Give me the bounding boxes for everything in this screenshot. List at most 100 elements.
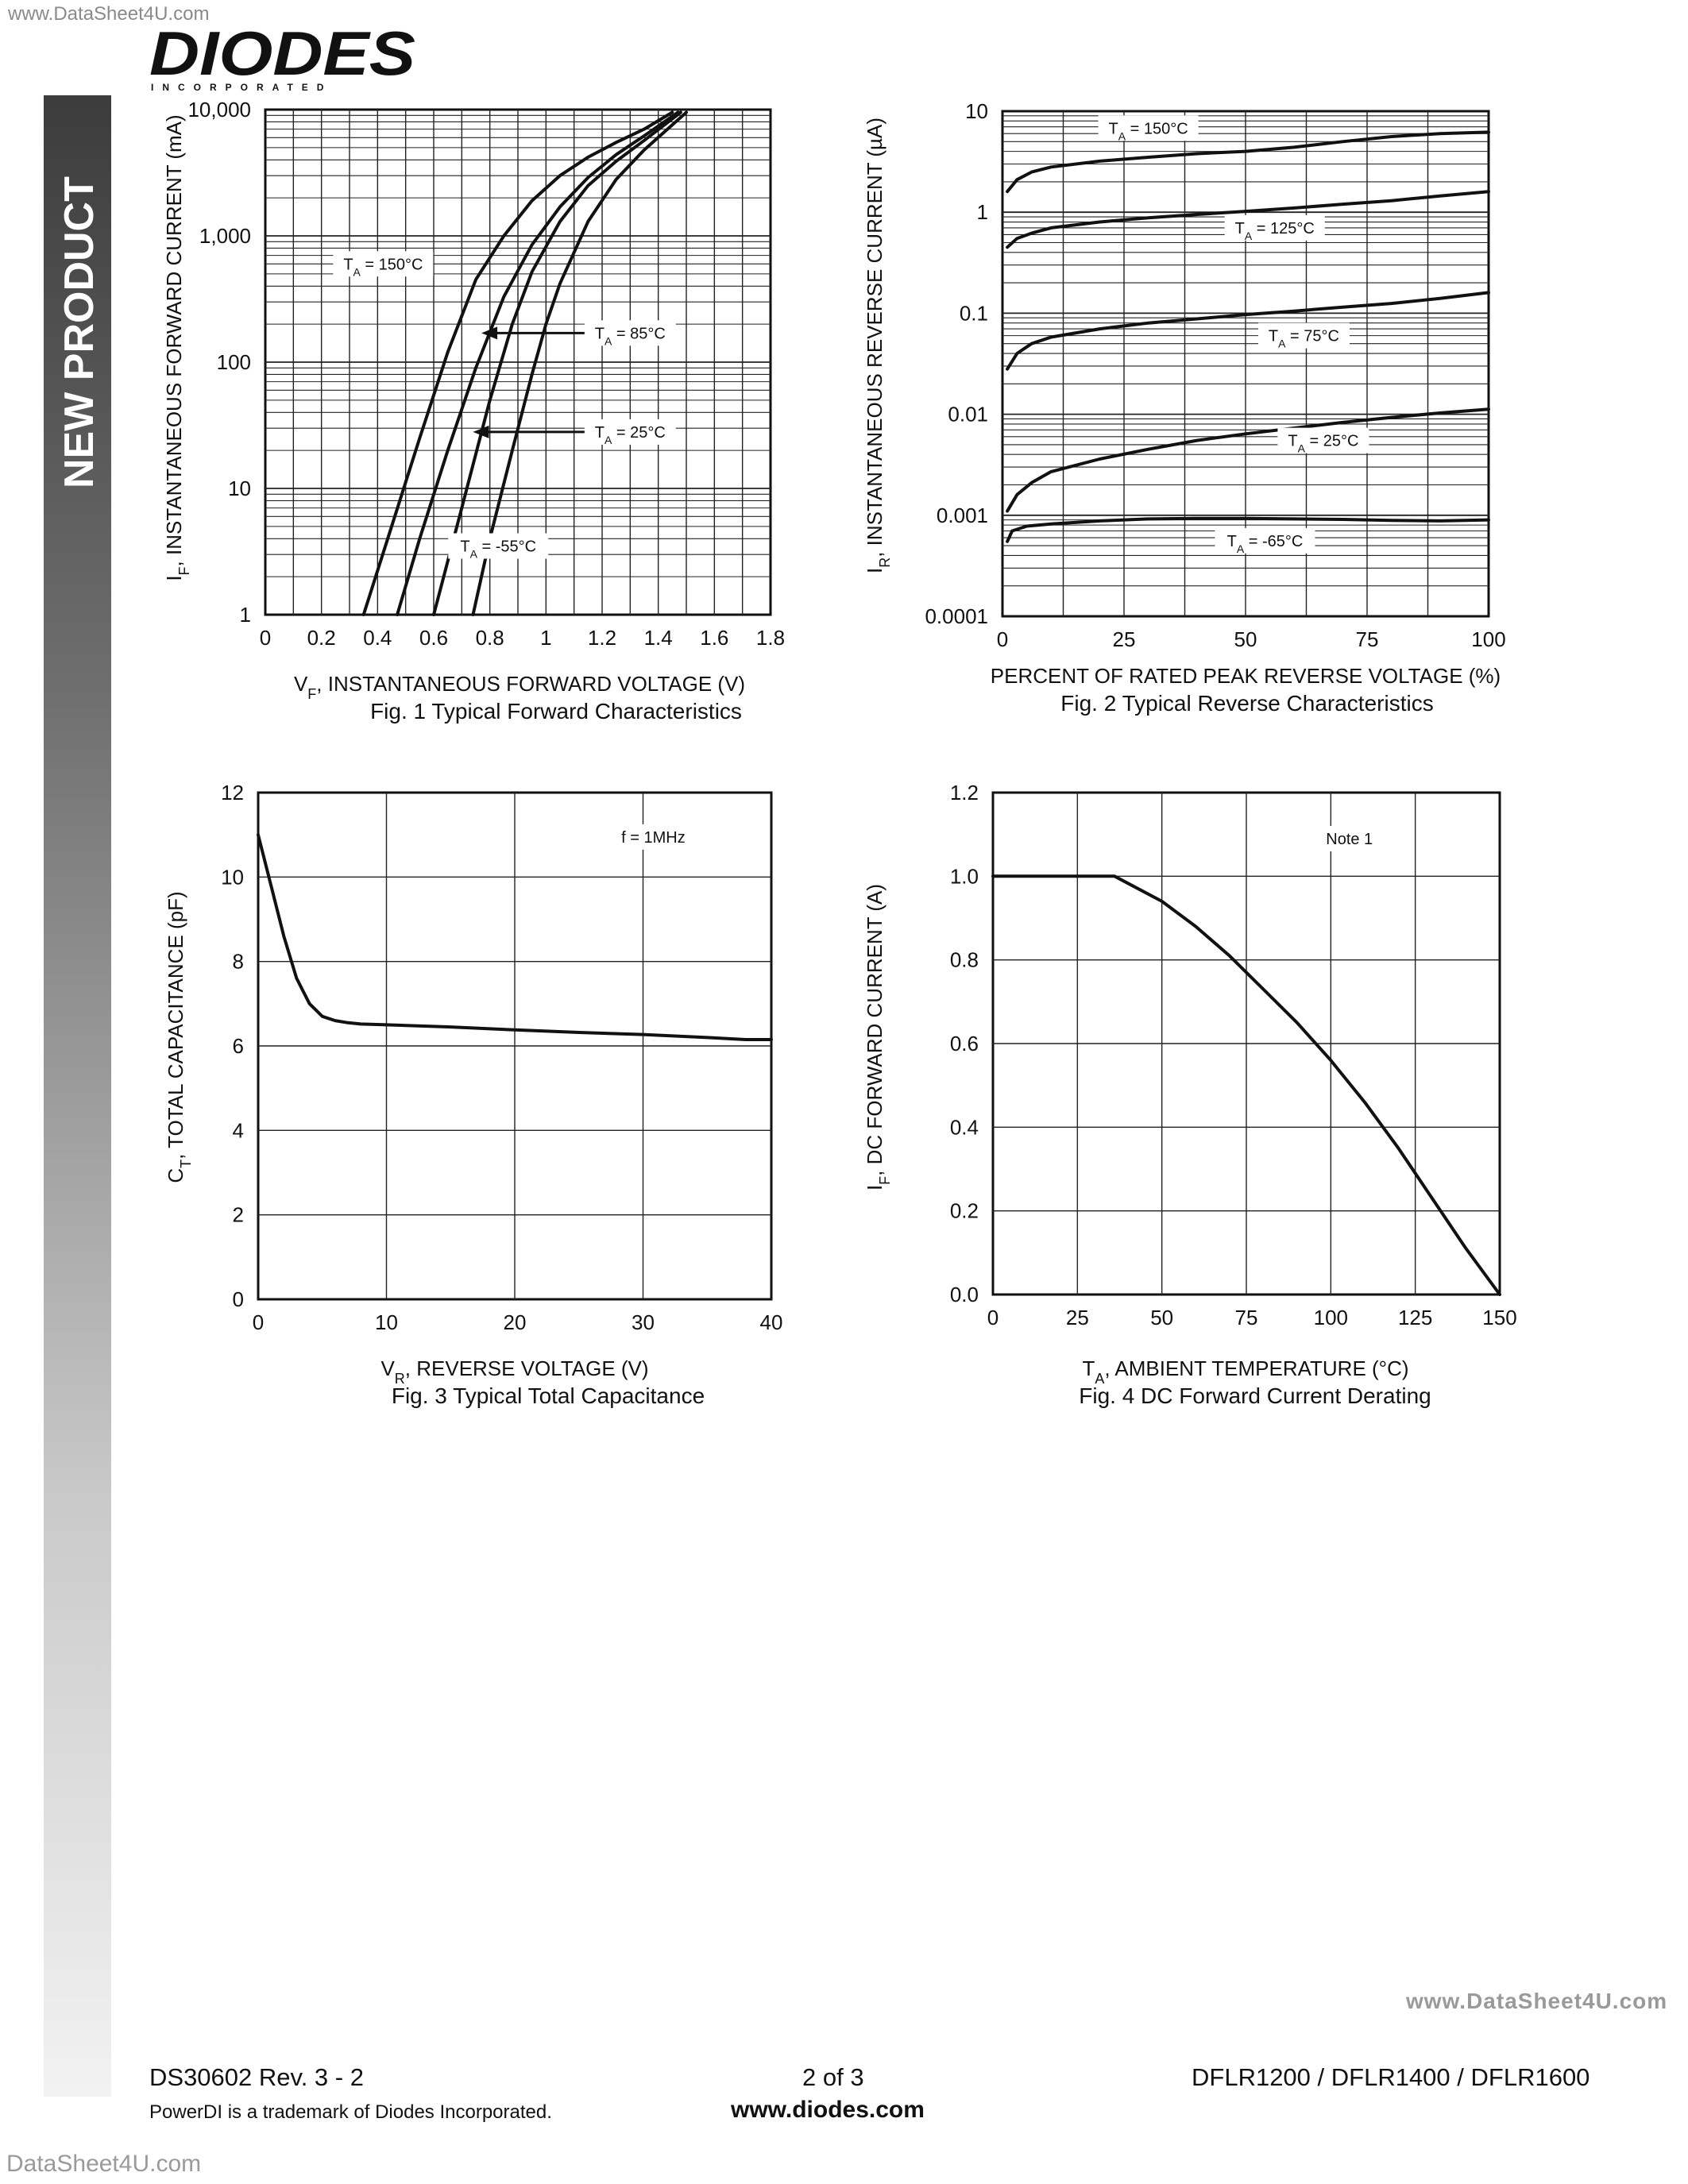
y-tick-label: 12 [221, 781, 244, 805]
fig3-xlabel-sub: R [395, 1371, 405, 1387]
y-tick-label: 1 [240, 603, 251, 627]
y-tick-label: 10 [228, 477, 251, 500]
y-tick-label: 6 [233, 1034, 244, 1058]
fig2-ylabel-main: I [863, 568, 886, 573]
watermark-bottom: DataSheet4U.com [6, 2151, 202, 2177]
x-tick-label: 1.2 [588, 626, 616, 650]
series-line [1006, 190, 1490, 249]
x-tick-label: 10 [375, 1310, 398, 1334]
annotation-rest: = 25°C [1305, 433, 1358, 450]
diodes-logo: DIODES INCORPORATED [149, 22, 415, 93]
annotation-sub: A [1118, 129, 1126, 142]
annotation-rest: = 125°C [1252, 220, 1315, 237]
x-tick-label: 0.6 [419, 626, 448, 650]
series-line [257, 833, 773, 1041]
x-tick-label: 75 [1235, 1306, 1258, 1329]
annotation-bg [1257, 322, 1350, 349]
y-tick-label: 8 [233, 950, 244, 974]
x-tick-label: 30 [632, 1310, 655, 1334]
fig1-xlabel-rest: , INSTANTANEOUS FORWARD VOLTAGE (V) [316, 672, 745, 696]
x-tick-label: 1 [540, 626, 551, 650]
annotation-rest: = -65°C [1244, 533, 1303, 550]
fig3-ylabel: CT, TOTAL CAPACITANCE (pF) [164, 891, 194, 1183]
fig4-xlabel-main: T [1082, 1356, 1095, 1380]
fig3-xlabel-main: V [380, 1356, 395, 1380]
annotation-bg [612, 824, 695, 850]
fig1-caption: Fig. 1 Typical Forward Characteristics [370, 699, 742, 723]
annotation-main: T [1288, 433, 1297, 450]
fig3-caption: Fig. 3 Typical Total Capacitance [391, 1383, 705, 1408]
fig1-xlabel-main: V [294, 672, 308, 696]
annotation-label: f = 1MHz [621, 829, 686, 847]
y-tick-label: 0.2 [950, 1199, 979, 1223]
fig2-xlabel: PERCENT OF RATED PEAK REVERSE VOLTAGE (%… [991, 664, 1501, 688]
x-tick-label: 25 [1066, 1306, 1089, 1329]
annotation-label: TA = -65°C [1227, 533, 1304, 555]
footer-trademark: PowerDI is a trademark of Diodes Incorpo… [149, 2101, 552, 2123]
footer-url-link[interactable]: www.diodes.com [731, 2097, 925, 2123]
x-tick-label: 0 [253, 1310, 264, 1334]
annotation-bg [448, 533, 549, 559]
x-tick-label: 1.8 [756, 626, 785, 650]
annotation-bg [584, 419, 676, 445]
annotation-bg [1215, 527, 1315, 554]
annotation-label: TA = -55°C [460, 538, 536, 560]
y-tick-label: 100 [217, 350, 251, 374]
arrow-head [473, 425, 489, 438]
fig4-xlabel-rest: , AMBIENT TEMPERATURE (°C) [1104, 1356, 1408, 1380]
arrow-head [481, 326, 498, 340]
fig1-ylabel-sub: F [176, 566, 192, 575]
y-tick-label: 0.0 [950, 1283, 979, 1306]
annotation-bg [1277, 427, 1369, 453]
fig4-caption: Fig. 4 DC Forward Current Derating [1079, 1383, 1431, 1408]
y-tick-label: 1.2 [950, 781, 979, 805]
y-tick-label: 0.1 [960, 301, 988, 325]
y-tick-label: 10 [221, 865, 244, 889]
y-tick-label: 0.0001 [925, 604, 988, 628]
series-line [1006, 130, 1490, 194]
y-tick-label: 0.001 [937, 504, 988, 527]
series-line [1006, 407, 1490, 513]
annotation-sub: A [1237, 542, 1245, 555]
x-tick-label: 0 [260, 626, 271, 650]
fig1-ylabel-rest: , INSTANTANEOUS FORWARD CURRENT (mA) [162, 114, 186, 566]
annotation-label: TA = 85°C [595, 325, 666, 347]
chart-fig4: 0 25 50 75 100 125 150 0.0 0.2 0.4 0.6 0.8 1.0 1.2 Not… [863, 781, 1517, 1387]
fig4-ylabel-sub: F [877, 1176, 893, 1185]
footer-parts: DFLR1200 / DFLR1400 / DFLR1600 [1192, 2063, 1590, 2091]
annotation-label: TA = 25°C [1288, 433, 1358, 455]
x-tick-label: 0.2 [307, 626, 336, 650]
x-tick-label: 1.6 [700, 626, 728, 650]
sidebar-band: NEW PRODUCT [44, 95, 111, 2097]
series-line [1006, 516, 1490, 543]
y-tick-label: 0.8 [950, 948, 979, 972]
annotation-rest: = 150°C [1126, 120, 1188, 137]
annotation-label: TA = 75°C [1269, 328, 1339, 350]
x-tick-label: 125 [1398, 1306, 1432, 1329]
fig2-ylabel: IR, INSTANTANEOUS REVERSE CURRENT (µA) [863, 118, 893, 573]
fig1-xlabel: VF, INSTANTANEOUS FORWARD VOLTAGE (V) [294, 672, 745, 702]
fig4-xlabel-sub: A [1095, 1371, 1104, 1387]
annotation-main: Note 1 [1326, 831, 1373, 848]
y-tick-label: 1.0 [950, 864, 979, 888]
chart-fig1: 0 0.2 0.4 0.6 0.8 1 1.2 1.4 1.6 1.8 1 10 100 1,000 10,… [162, 98, 785, 702]
annotation-label: TA = 150°C [1109, 120, 1188, 142]
fig3-xlabel: VR, REVERSE VOLTAGE (V) [380, 1356, 648, 1387]
annotation-bg [1224, 214, 1325, 241]
footer-doc-number: DS30602 Rev. 3 - 2 [149, 2063, 364, 2091]
x-tick-label: 50 [1150, 1306, 1173, 1329]
annotation-sub: A [1278, 338, 1286, 350]
watermark-top: www.DataSheet4U.com [8, 3, 210, 25]
annotation-rest: = -55°C [477, 538, 536, 555]
x-tick-label: 100 [1471, 627, 1505, 651]
series-line [991, 874, 1501, 1296]
x-tick-label: 0 [987, 1306, 999, 1329]
y-tick-label: 2 [233, 1203, 244, 1227]
y-tick-label: 1,000 [199, 224, 251, 248]
annotation-bg [584, 320, 676, 346]
fig3-ylabel-rest: , TOTAL CAPACITANCE (pF) [164, 891, 187, 1160]
annotation-bg [1098, 115, 1199, 141]
annotation-label: TA = 125°C [1235, 220, 1315, 242]
x-tick-label: 1.4 [644, 626, 673, 650]
annotation-main: T [1109, 120, 1118, 137]
